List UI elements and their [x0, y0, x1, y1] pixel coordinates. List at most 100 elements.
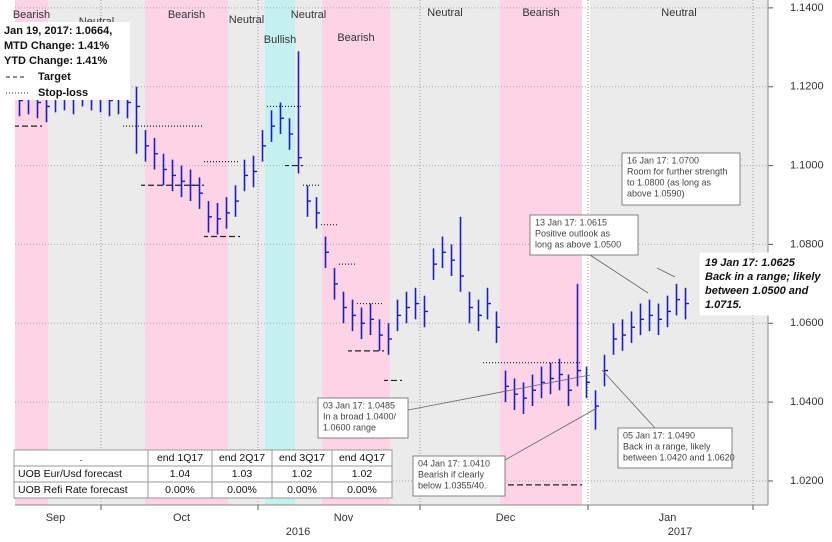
- table-cell: 1.04: [170, 468, 191, 480]
- annotation-text: Room for further strength: [627, 166, 728, 176]
- table-cell: end 3Q17: [279, 452, 325, 464]
- table-cell: 1.02: [352, 468, 373, 480]
- price-bar: [306, 185, 311, 217]
- x-tick-label: Sep: [46, 512, 66, 524]
- annotation-box: [621, 152, 741, 206]
- price-bar: [207, 201, 212, 233]
- annotation-text: above 1.0590): [627, 188, 685, 198]
- price-bar: [225, 197, 230, 229]
- price-bar: [288, 118, 293, 150]
- price-bar: [378, 319, 383, 351]
- y-tick-label: 1.0800: [790, 238, 824, 250]
- annotation-text: below 1.0355/40.: [418, 480, 487, 490]
- annotation-leader: [601, 369, 656, 429]
- price-bar: [486, 287, 491, 320]
- price-bar: [603, 354, 608, 387]
- regime-label: Bearish: [13, 9, 50, 21]
- price-bar: [459, 216, 464, 292]
- annotation-text: In a broad 1.0400/: [323, 411, 397, 421]
- price-bar: [594, 390, 599, 430]
- price-bar: [423, 295, 428, 328]
- table-cell: 0.00%: [347, 484, 377, 496]
- info-text: Jan 19, 2017: 1.0664,: [4, 25, 112, 37]
- table-cell: 1.02: [292, 468, 313, 480]
- price-bar: [396, 299, 401, 332]
- price-bar: [540, 366, 545, 399]
- y-tick-label: 1.1400: [790, 2, 824, 14]
- x-tick-label: Jan: [659, 512, 677, 524]
- regime-band: [265, 0, 295, 505]
- annotation-text: Back in a range, likely: [623, 441, 711, 451]
- price-bar: [252, 155, 257, 188]
- table-cell: 0.00%: [227, 484, 257, 496]
- table-cell: .: [80, 452, 83, 464]
- y-tick-label: 1.0200: [790, 475, 824, 487]
- table-cell: 0.00%: [287, 484, 317, 496]
- price-bar: [360, 307, 365, 340]
- price-bar: [612, 323, 617, 355]
- table-cell: 0.00%: [165, 484, 195, 496]
- price-bar: [657, 303, 662, 336]
- regime-label: Neutral: [427, 7, 462, 19]
- regime-label: Neutral: [229, 14, 264, 26]
- price-bar: [441, 236, 446, 269]
- year-label: 2017: [668, 526, 692, 537]
- annotation-text: 13 Jan 17: 1.0615: [535, 217, 607, 227]
- annotation-leader: [589, 254, 649, 294]
- annotation-box: [412, 455, 506, 497]
- price-bar: [450, 244, 455, 276]
- regime-band: [295, 0, 322, 505]
- annotation-text: between 1.0420 and 1.0620: [623, 452, 735, 462]
- price-bar: [549, 362, 554, 395]
- annotation-text: to 1.0800 (as long as: [627, 177, 712, 187]
- price-bar: [576, 283, 581, 387]
- price-bar: [270, 110, 275, 142]
- y-tick-label: 1.1200: [790, 81, 824, 93]
- regime-label: Neutral: [291, 9, 326, 21]
- table-cell: UOB Refi Rate forecast: [18, 484, 128, 496]
- table-cell: end 2Q17: [219, 452, 265, 464]
- price-bar: [675, 283, 680, 316]
- y-tick-label: 1.0400: [790, 396, 824, 408]
- price-bar: [558, 358, 563, 391]
- price-bar: [432, 248, 437, 280]
- price-bar: [135, 86, 140, 154]
- info-box: [0, 22, 130, 100]
- price-bar: [171, 159, 176, 192]
- price-bar: [162, 153, 167, 186]
- table-bg: [13, 449, 393, 499]
- price-bar: [477, 299, 482, 332]
- price-bar: [621, 319, 626, 351]
- price-bar: [639, 303, 644, 336]
- regime-label: Neutral: [661, 7, 696, 19]
- legend-label: Stop-loss: [38, 87, 88, 99]
- year-label: 2016: [286, 526, 310, 537]
- regime-band: [228, 0, 265, 505]
- regime-band: [145, 0, 228, 505]
- regime-label: Bearish: [168, 9, 205, 21]
- x-tick-label: Nov: [334, 512, 354, 524]
- price-bar: [198, 177, 203, 209]
- y-tick-label: 1.1000: [790, 159, 824, 171]
- price-bar: [495, 311, 500, 343]
- price-bar: [261, 130, 266, 162]
- table-cell: end 4Q17: [339, 452, 385, 464]
- price-bar: [369, 303, 374, 336]
- price-bar: [144, 130, 149, 162]
- annotation-box: [317, 397, 409, 439]
- x-tick-label: Dec: [496, 512, 516, 524]
- y-tick-label: 1.0600: [790, 317, 824, 329]
- price-bar: [648, 299, 653, 332]
- price-bar: [513, 378, 518, 410]
- price-bar: [324, 236, 329, 269]
- annotation-text: Positive outlook as: [535, 228, 611, 238]
- annotation-text: long as above 1.0500: [535, 239, 621, 249]
- annotation-text: 19 Jan 17: 1.0625: [705, 257, 796, 269]
- x-tick-label: Oct: [173, 512, 190, 524]
- price-bar: [585, 366, 590, 399]
- price-bar: [153, 137, 158, 170]
- annotation-box: [617, 427, 733, 469]
- price-bar: [279, 102, 284, 135]
- annotation-text: Back in a range; likely: [705, 271, 821, 283]
